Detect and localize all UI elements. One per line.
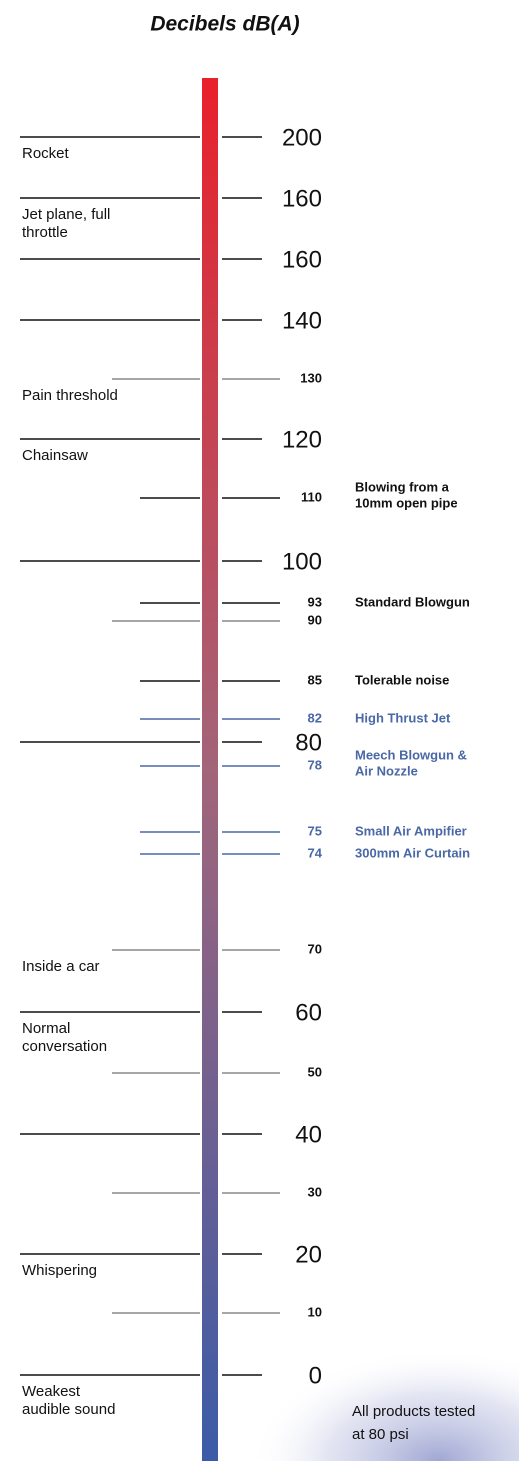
tick-label: 90 xyxy=(308,612,322,627)
tick-label: 74 xyxy=(308,845,323,860)
product-label: High Thrust Jet xyxy=(355,710,451,725)
tick-label: 85 xyxy=(308,672,322,687)
product-label: 300mm Air Curtain xyxy=(355,845,470,860)
product-label: Tolerable noise xyxy=(355,672,449,687)
note: conversation xyxy=(22,1038,107,1055)
note: audible sound xyxy=(22,1401,115,1418)
tick-label: 30 xyxy=(308,1184,322,1199)
tick-label: 140 xyxy=(282,307,322,334)
product-label: Standard Blowgun xyxy=(355,594,470,609)
note: Inside a car xyxy=(22,958,100,975)
note: throttle xyxy=(22,224,68,241)
footer: at 80 psi xyxy=(352,1426,409,1443)
tick-label: 70 xyxy=(308,941,322,956)
product-label: Small Air Ampifier xyxy=(355,823,467,838)
tick-label: 120 xyxy=(282,426,322,453)
note: Rocket xyxy=(22,145,70,162)
note: Jet plane, full xyxy=(22,206,110,223)
note: Chainsaw xyxy=(22,447,88,464)
tick-label: 200 xyxy=(282,124,322,151)
tick-label: 100 xyxy=(282,548,322,575)
tick-label: 160 xyxy=(282,246,322,273)
tick-label: 93 xyxy=(308,594,322,609)
footer: All products tested xyxy=(352,1403,475,1420)
note: Weakest xyxy=(22,1383,81,1400)
tick-label: 160 xyxy=(282,185,322,212)
note: Whispering xyxy=(22,1262,97,1279)
tick-label: 60 xyxy=(295,999,322,1026)
tick-label: 75 xyxy=(308,823,322,838)
tick-label: 78 xyxy=(308,757,322,772)
note: Pain threshold xyxy=(22,387,118,404)
product-label: Blowing from a xyxy=(355,479,450,494)
product-label: 10mm open pipe xyxy=(355,495,458,510)
tick-label: 10 xyxy=(308,1304,322,1319)
tick-label: 130 xyxy=(300,370,322,385)
note: Normal xyxy=(22,1020,70,1037)
glow xyxy=(250,1300,519,1461)
title: Decibels dB(A) xyxy=(150,13,299,36)
tick-label: 40 xyxy=(295,1121,322,1148)
scale-bar xyxy=(202,78,218,1461)
product-label: Meech Blowgun & xyxy=(355,747,467,762)
tick-label: 0 xyxy=(309,1362,322,1389)
product-label: Air Nozzle xyxy=(355,763,418,778)
tick-label: 82 xyxy=(308,710,322,725)
tick-label: 50 xyxy=(308,1064,322,1079)
tick-label: 20 xyxy=(295,1241,322,1268)
tick-label: 80 xyxy=(295,729,322,756)
tick-label: 110 xyxy=(301,489,322,504)
